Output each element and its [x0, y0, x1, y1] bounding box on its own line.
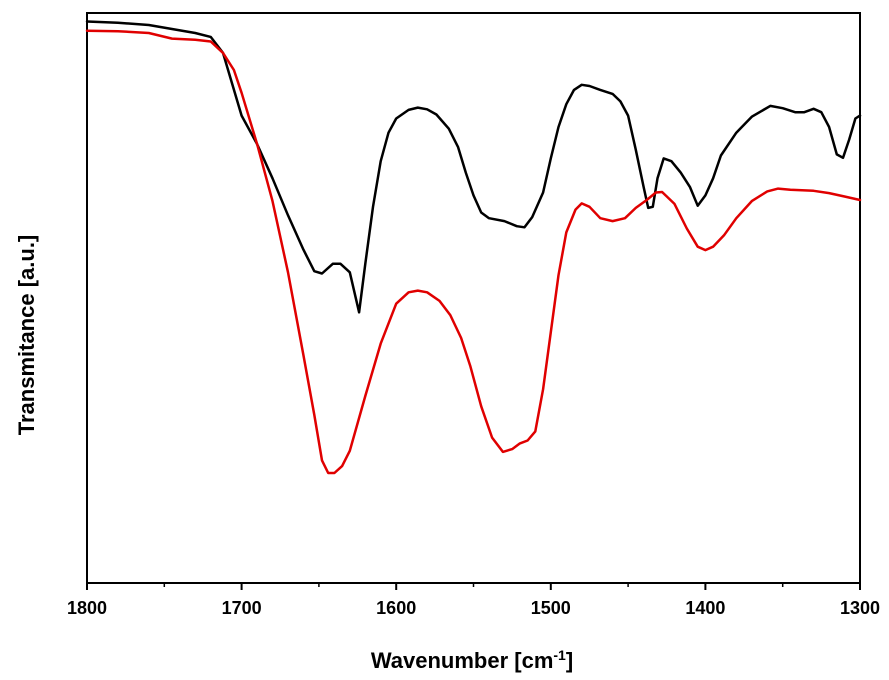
x-tick-label: 1400	[685, 598, 725, 618]
x-axis-title: Wavenumber [cm-1]	[371, 647, 573, 673]
y-axis-title: Transmitance [a.u.]	[14, 235, 39, 436]
x-axis-title-end: ]	[566, 648, 573, 673]
x-axis-title-main: Wavenumber [cm	[371, 648, 554, 673]
x-tick-label: 1500	[531, 598, 571, 618]
plot-frame	[86, 12, 861, 584]
series-layer	[85, 20, 862, 475]
x-tick-label: 1600	[376, 598, 416, 618]
series-line-1	[85, 20, 862, 314]
x-tick-label: 1300	[840, 598, 880, 618]
series-line-2	[85, 29, 862, 475]
x-tick-label: 1800	[67, 598, 107, 618]
x-axis-title-sup: -1	[553, 647, 566, 663]
plot-area	[86, 12, 861, 584]
x-tick-label: 1700	[222, 598, 262, 618]
x-axis-ticks: 1800 1700 1600 1500 1400 1300	[67, 583, 880, 618]
